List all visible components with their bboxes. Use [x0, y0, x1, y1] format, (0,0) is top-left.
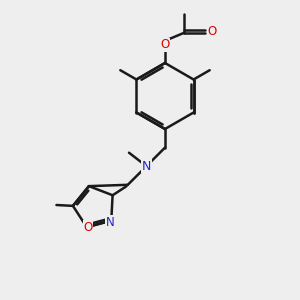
Text: O: O: [83, 221, 93, 234]
Text: O: O: [160, 38, 169, 52]
Text: N: N: [142, 160, 151, 173]
Text: N: N: [106, 216, 115, 229]
Text: O: O: [208, 25, 217, 38]
